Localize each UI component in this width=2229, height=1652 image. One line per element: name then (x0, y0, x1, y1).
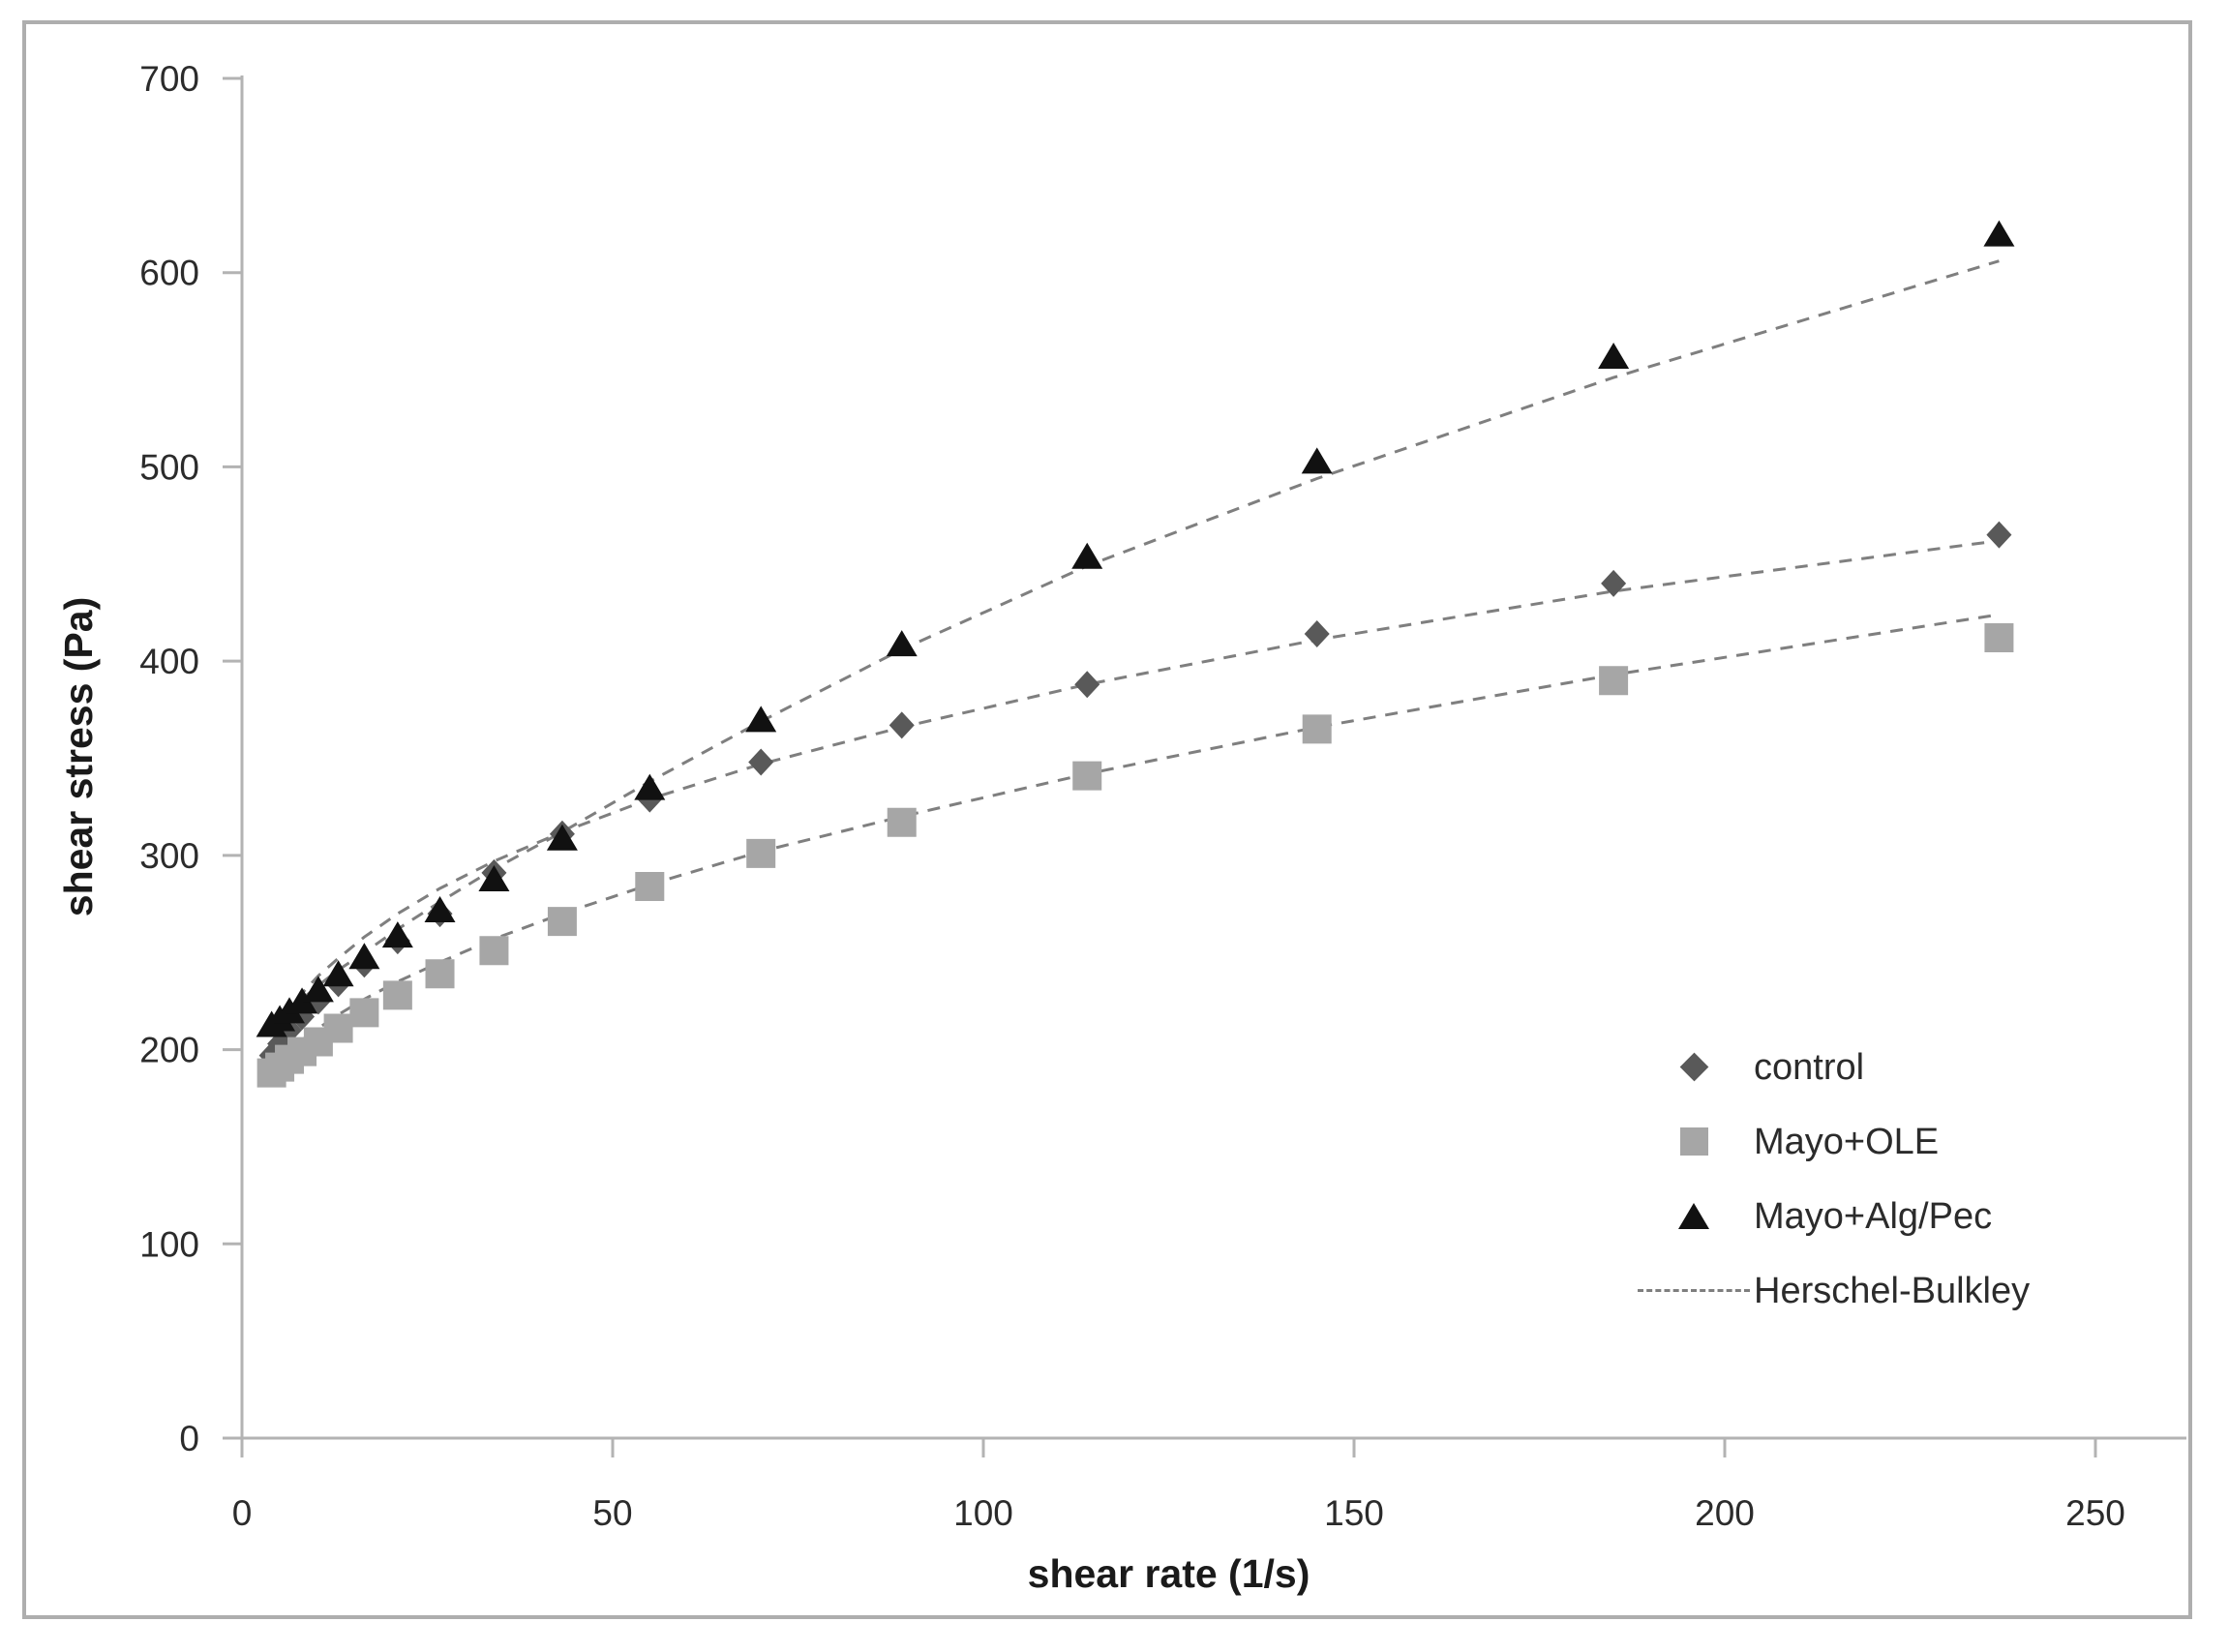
data-point-mayo-ole (382, 980, 412, 1010)
y-tick-label: 400 (139, 642, 199, 681)
y-tick-label: 200 (139, 1031, 199, 1070)
data-point-control (1601, 569, 1627, 597)
data-point-control (1304, 620, 1330, 648)
y-tick-label: 0 (179, 1419, 199, 1458)
data-point-mayo-ole (1072, 761, 1102, 791)
data-point-mayo-ole (1599, 666, 1629, 696)
data-point-mayo-alg-pec (1598, 343, 1630, 370)
square-marker-icon (1679, 1127, 1708, 1156)
y-tick-label: 600 (139, 254, 199, 293)
legend-label-control: control (1754, 1046, 1865, 1088)
x-tick-label: 250 (2065, 1493, 2125, 1533)
data-point-mayo-alg-pec (286, 987, 318, 1014)
y-tick-label: 700 (139, 59, 199, 99)
legend: control Mayo+OLE Mayo+Alg/Pec Herschel-B… (1634, 1030, 2030, 1328)
data-point-control (1986, 521, 2012, 549)
data-point-mayo-alg-pec (546, 824, 578, 851)
data-point-mayo-ole (746, 838, 776, 868)
data-point-mayo-ole (1984, 623, 2014, 653)
legend-item-mayo-alg-pec: Mayo+Alg/Pec (1634, 1179, 2030, 1253)
data-point-mayo-alg-pec (634, 773, 666, 800)
data-point-mayo-alg-pec (745, 706, 777, 733)
legend-item-control: control (1634, 1030, 2030, 1104)
data-point-mayo-ole (1302, 714, 1332, 744)
data-point-control (1074, 671, 1100, 699)
herschel-bulkley-fit-line-mayo-alg-pec (270, 259, 2000, 1030)
y-axis-title: shear stress (Pa) (56, 597, 101, 916)
dashed-line-icon (1638, 1289, 1750, 1292)
x-tick-label: 150 (1324, 1493, 1384, 1533)
data-point-mayo-alg-pec (424, 896, 456, 923)
data-point-mayo-alg-pec (381, 921, 413, 948)
data-point-control (889, 711, 915, 739)
data-point-mayo-alg-pec (1071, 542, 1103, 569)
data-point-mayo-ole (635, 871, 665, 901)
diamond-marker-icon (1679, 1052, 1708, 1082)
data-point-mayo-alg-pec (302, 976, 334, 1003)
data-point-mayo-ole (323, 1013, 353, 1043)
legend-item-mayo-ole: Mayo+OLE (1634, 1104, 2030, 1179)
x-tick-label: 50 (592, 1493, 632, 1533)
x-tick-label: 100 (953, 1493, 1013, 1533)
data-point-mayo-ole (349, 998, 379, 1028)
herschel-bulkley-fit-line-mayo-ole (270, 613, 2000, 1070)
legend-label-mayo-alg-pec: Mayo+Alg/Pec (1754, 1195, 1993, 1237)
data-point-mayo-alg-pec (1301, 447, 1333, 474)
data-point-control (748, 748, 774, 776)
legend-label-mayo-ole: Mayo+OLE (1754, 1121, 1940, 1162)
x-tick-label: 200 (1695, 1493, 1755, 1533)
legend-item-herschel-bulkley: Herschel-Bulkley (1634, 1253, 2030, 1328)
triangle-marker-icon (1678, 1203, 1709, 1229)
herschel-bulkley-fit-line-control (270, 539, 2000, 1037)
data-point-mayo-alg-pec (322, 960, 354, 987)
y-tick-label: 100 (139, 1224, 199, 1264)
data-point-mayo-alg-pec (348, 943, 380, 970)
data-point-mayo-ole (887, 807, 917, 837)
y-tick-label: 500 (139, 447, 199, 487)
x-axis-title: shear rate (1/s) (1028, 1551, 1310, 1596)
legend-label-herschel-bulkley: Herschel-Bulkley (1754, 1270, 2031, 1311)
data-point-mayo-ole (425, 959, 455, 989)
data-point-mayo-alg-pec (478, 864, 510, 891)
x-tick-label: 0 (232, 1493, 253, 1533)
data-point-mayo-alg-pec (1983, 220, 2015, 247)
data-point-mayo-ole (547, 907, 577, 937)
data-point-mayo-alg-pec (886, 630, 918, 657)
data-point-mayo-ole (479, 936, 509, 966)
y-tick-label: 300 (139, 836, 199, 876)
